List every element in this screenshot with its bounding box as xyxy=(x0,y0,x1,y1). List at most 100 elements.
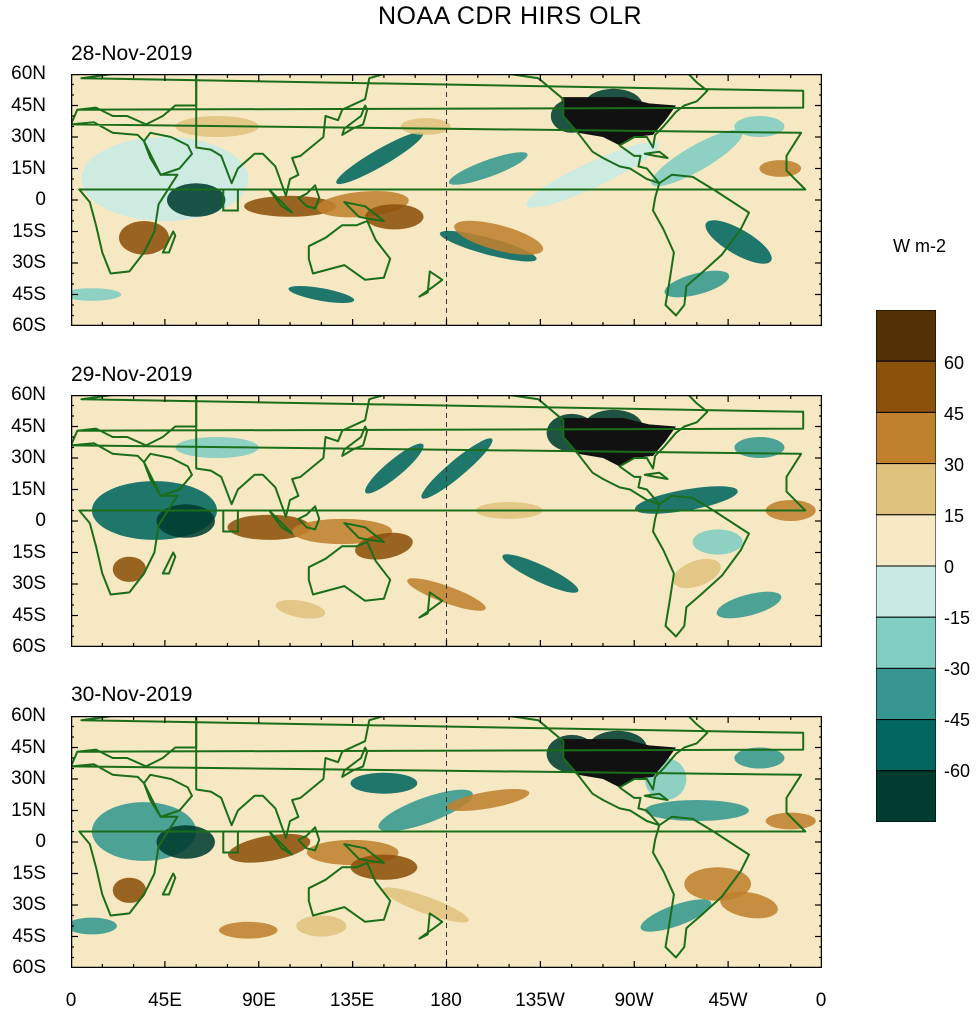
colorbar-swatch xyxy=(876,360,936,413)
olr-anomaly-region xyxy=(365,204,424,230)
lon-label: 45W xyxy=(708,990,748,1011)
coastline xyxy=(143,452,193,497)
colorbar-tick-label: 60 xyxy=(944,353,965,373)
region-box xyxy=(222,509,239,533)
colorbar-tick-label: 30 xyxy=(944,455,965,475)
lat-label: 45N xyxy=(11,737,46,758)
panel-date-2: 29-Nov-2019 xyxy=(71,363,193,386)
colorbar-tick-label: -45 xyxy=(944,710,971,730)
lat-label: 30S xyxy=(12,252,46,273)
coastline xyxy=(307,862,392,923)
colorbar-tick-label: 15 xyxy=(944,506,965,526)
lat-label: 45S xyxy=(12,926,46,947)
figure-title: NOAA CDR HIRS OLR xyxy=(377,2,643,30)
lat-label: 45N xyxy=(11,95,46,116)
olr-anomaly-region xyxy=(705,220,772,264)
coastline xyxy=(195,394,385,518)
olr-anomaly-region xyxy=(156,504,215,538)
colorbar-swatch xyxy=(876,310,936,362)
colorbar-swatch xyxy=(876,719,936,772)
coastline xyxy=(418,912,444,940)
olr-anomaly-region xyxy=(448,152,528,185)
coastline xyxy=(268,830,294,856)
lat-label: 15N xyxy=(11,158,46,179)
coastline xyxy=(70,715,805,768)
olr-anomaly-region xyxy=(672,558,721,589)
colorbar-tick-label: 0 xyxy=(944,557,955,577)
region-box xyxy=(222,188,239,212)
coastline xyxy=(643,150,669,159)
coastline xyxy=(643,471,669,480)
olr-anomaly-region xyxy=(118,221,170,255)
olr-anomaly-region xyxy=(244,195,336,217)
olr-anomaly-region xyxy=(734,437,785,458)
lat-label: 45N xyxy=(11,416,46,437)
olr-anomaly-region xyxy=(640,899,712,932)
colorbar-swatch xyxy=(876,514,936,567)
olr-anomaly-region xyxy=(336,131,424,185)
coastline xyxy=(161,872,177,896)
coastline xyxy=(652,173,750,317)
lon-label: 135E xyxy=(329,990,375,1011)
lat-label: 60N xyxy=(11,63,46,84)
olr-anomaly-region xyxy=(66,917,117,935)
region-box xyxy=(222,830,239,854)
lat-label: 0 xyxy=(35,189,46,210)
coastline xyxy=(418,591,444,619)
coastline xyxy=(476,73,709,185)
lat-label: 15S xyxy=(12,863,46,884)
lat-label: 15S xyxy=(12,542,46,563)
coastline xyxy=(195,73,385,197)
olr-anomaly-region xyxy=(644,800,749,821)
olr-anomaly-region xyxy=(112,877,147,903)
colorbar-unit: W m-2 xyxy=(893,236,946,256)
map-panel-1 xyxy=(62,73,823,327)
lat-label: 30S xyxy=(12,894,46,915)
coastline xyxy=(268,509,294,535)
coastline xyxy=(297,184,321,210)
lat-label: 60N xyxy=(11,384,46,405)
lat-label: 30N xyxy=(11,768,46,789)
colorbar-swatch xyxy=(876,616,936,669)
olr-anomaly-region xyxy=(296,915,347,937)
coastline xyxy=(70,763,807,917)
olr-anomaly-region xyxy=(526,141,659,208)
lon-label: 135W xyxy=(515,990,565,1011)
coastline xyxy=(70,121,807,275)
colorbar-swatch xyxy=(876,770,936,822)
olr-anomaly-region xyxy=(112,556,147,582)
olr-anomaly-region xyxy=(227,514,311,540)
panel-date-3: 30-Nov-2019 xyxy=(71,683,193,706)
lat-label: 45S xyxy=(12,284,46,305)
coastline xyxy=(652,494,750,638)
olr-anomaly-region xyxy=(156,825,215,859)
olr-anomaly-region xyxy=(651,129,743,187)
colorbar xyxy=(876,310,936,822)
coastline xyxy=(268,188,294,214)
olr-anomaly-region xyxy=(502,554,579,593)
coastline xyxy=(343,522,385,543)
lat-label: 30S xyxy=(12,573,46,594)
olr-anomaly-region xyxy=(350,772,418,794)
coastline xyxy=(652,815,750,959)
olr-anomaly-region xyxy=(365,443,424,494)
coastline xyxy=(476,394,709,506)
olr-anomaly-map-3 xyxy=(66,715,823,969)
lon-label: 0 xyxy=(65,990,77,1011)
olr-anomaly-region xyxy=(716,591,782,619)
lon-label: 45E xyxy=(148,990,182,1011)
lon-label: 0 xyxy=(815,990,827,1011)
olr-anomaly-region xyxy=(62,288,122,301)
colorbar-tick-label: -30 xyxy=(944,659,971,679)
coastline xyxy=(643,792,669,801)
olr-anomaly-region xyxy=(759,160,802,177)
lat-label: 15N xyxy=(11,800,46,821)
colorbar-swatch xyxy=(876,463,936,516)
lat-label: 0 xyxy=(35,510,46,531)
coastline xyxy=(297,505,321,531)
olr-anomaly-region xyxy=(400,118,451,135)
olr-anomaly-region xyxy=(447,789,530,811)
olr-anomaly-region xyxy=(765,812,816,830)
lon-label: 90E xyxy=(242,990,276,1011)
olr-anomaly-map-2 xyxy=(70,394,823,648)
